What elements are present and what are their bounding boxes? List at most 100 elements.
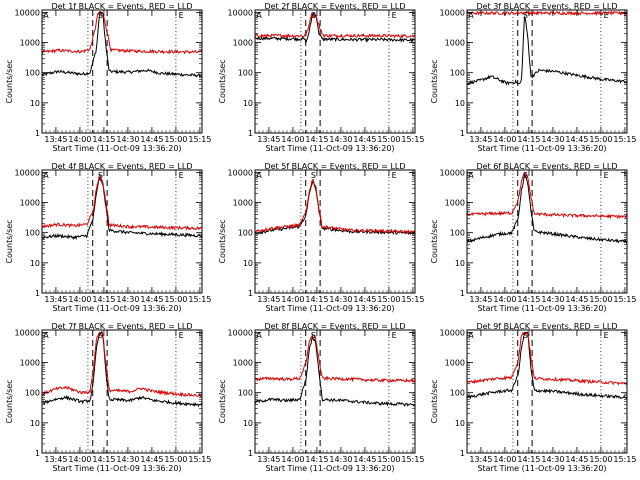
series-group <box>255 178 415 236</box>
x-tick-label: 15:15 <box>401 455 424 464</box>
x-tick-label: 15:00 <box>164 455 187 464</box>
series-line-events <box>42 10 202 79</box>
y-tick-label: 1000 <box>445 39 465 48</box>
y-tick-label: 100 <box>25 389 40 398</box>
plot-frame <box>466 169 628 294</box>
x-tick-label: 14:30 <box>329 295 352 304</box>
x-axis-label: Start Time (11-Oct-09 13:36:20) <box>477 144 606 153</box>
x-tick-label: 15:15 <box>188 135 211 144</box>
chart-title: Det 7f BLACK = Events, RED = LLD <box>51 322 192 331</box>
y-tick-label: 10 <box>455 419 465 428</box>
x-tick-label: 14:45 <box>140 455 163 464</box>
x-tick-label: 14:00 <box>281 295 304 304</box>
x-tick-label: 14:45 <box>140 135 163 144</box>
plot-frame <box>466 9 628 134</box>
x-tick-label: 14:15 <box>92 295 115 304</box>
x-tick-label: 14:30 <box>541 455 564 464</box>
x-tick-label: 14:15 <box>92 455 115 464</box>
y-axis-label: Counts/sec <box>218 219 227 263</box>
x-tick-label: 14:15 <box>92 135 115 144</box>
series-group <box>42 173 202 241</box>
x-tick-label: 15:00 <box>377 295 400 304</box>
flag-s: S <box>311 331 316 340</box>
x-tick-label: 13:45 <box>44 295 67 304</box>
x-axis-label: Start Time (11-Oct-09 13:36:20) <box>265 464 394 473</box>
x-tick-label: 14:45 <box>353 455 376 464</box>
y-tick-label: 100 <box>450 69 465 78</box>
y-tick-label: 100 <box>25 69 40 78</box>
chart-title: Det 5f BLACK = Events, RED = LLD <box>264 162 405 171</box>
y-tick-label: 10 <box>243 419 253 428</box>
flag-e: E <box>179 11 184 20</box>
chart-title: Det 6f BLACK = Events, RED = LLD <box>476 162 617 171</box>
y-tick-label: 10000 <box>440 168 465 177</box>
flag-a: A <box>256 11 262 20</box>
y-tick-label: 1 <box>460 129 465 138</box>
y-tick-label: 1 <box>460 289 465 298</box>
y-tick-label: 100 <box>25 229 40 238</box>
y-tick-label: 10000 <box>440 328 465 337</box>
flag-a: A <box>43 171 49 180</box>
y-tick-label: 10 <box>243 259 253 268</box>
series-group <box>42 10 202 79</box>
x-axis-label: Start Time (11-Oct-09 13:36:20) <box>52 304 181 313</box>
flag-a: A <box>468 171 474 180</box>
y-tick-label: 100 <box>450 389 465 398</box>
x-tick-label: 14:00 <box>493 135 516 144</box>
series-line-lld <box>467 10 627 17</box>
chart-title: Det 1f BLACK = Events, RED = LLD <box>51 2 192 11</box>
y-tick-label: 1000 <box>233 199 253 208</box>
y-axis-label: Counts/sec <box>430 379 439 423</box>
x-axis-label: Start Time (11-Oct-09 13:36:20) <box>477 304 606 313</box>
x-tick-label: 14:00 <box>68 135 91 144</box>
y-tick-label: 1 <box>35 449 40 458</box>
x-tick-label: 14:30 <box>329 135 352 144</box>
x-tick-label: 15:15 <box>613 455 636 464</box>
x-tick-label: 14:00 <box>493 295 516 304</box>
x-tick-label: 15:15 <box>401 135 424 144</box>
flag-a: A <box>468 331 474 340</box>
flag-e: E <box>604 331 609 340</box>
x-tick-label: 15:00 <box>589 295 612 304</box>
x-tick-label: 15:00 <box>589 455 612 464</box>
y-axis-label: Counts/sec <box>5 219 14 263</box>
x-tick-label: 15:00 <box>164 295 187 304</box>
y-tick-label: 1000 <box>20 39 40 48</box>
x-axis-label: Start Time (11-Oct-09 13:36:20) <box>265 304 394 313</box>
plot-frame <box>254 9 416 134</box>
x-tick-label: 14:45 <box>353 135 376 144</box>
x-tick-label: 13:45 <box>469 295 492 304</box>
y-axis-label: Counts/sec <box>5 379 14 423</box>
flag-e: E <box>179 171 184 180</box>
x-tick-label: 14:00 <box>68 455 91 464</box>
y-tick-label: 10000 <box>15 168 40 177</box>
chart-title: Det 9f BLACK = Events, RED = LLD <box>476 322 617 331</box>
x-tick-label: 15:15 <box>613 295 636 304</box>
y-tick-label: 10 <box>30 259 40 268</box>
x-tick-label: 13:45 <box>44 455 67 464</box>
series-group <box>467 171 627 244</box>
plot-frame <box>254 169 416 294</box>
x-tick-label: 14:30 <box>116 295 139 304</box>
x-tick-label: 14:45 <box>140 295 163 304</box>
y-tick-label: 1 <box>248 289 253 298</box>
y-axis-label: Counts/sec <box>5 59 14 103</box>
series-group <box>255 334 415 407</box>
chart-title: Det 8f BLACK = Events, RED = LLD <box>264 322 405 331</box>
y-tick-label: 10 <box>30 419 40 428</box>
y-tick-label: 10 <box>30 99 40 108</box>
x-tick-label: 14:30 <box>116 135 139 144</box>
flag-e: E <box>179 331 184 340</box>
y-tick-label: 1 <box>35 289 40 298</box>
series-line-events <box>42 176 202 241</box>
x-axis-label: Start Time (11-Oct-09 13:36:20) <box>52 464 181 473</box>
